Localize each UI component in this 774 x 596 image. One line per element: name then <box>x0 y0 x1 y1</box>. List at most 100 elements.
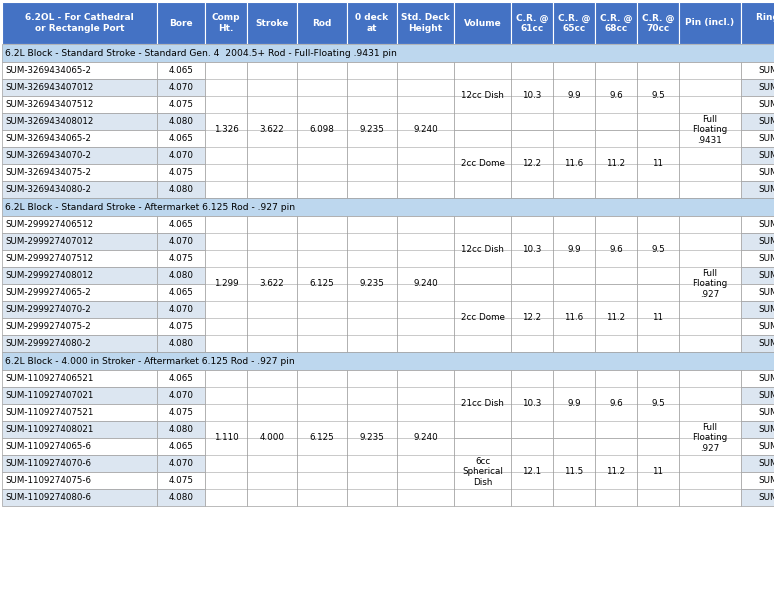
Bar <box>2 387 157 404</box>
Text: 2cc Dome: 2cc Dome <box>461 160 505 169</box>
Text: Rings 1.2 1.2 3mm
(not incl.): Rings 1.2 1.2 3mm (not incl.) <box>756 14 774 33</box>
Bar <box>454 62 511 130</box>
Text: 6.098: 6.098 <box>310 126 334 135</box>
Bar <box>637 2 679 44</box>
Text: Stroke: Stroke <box>255 18 289 27</box>
Text: SUM-299927408012: SUM-299927408012 <box>5 271 93 280</box>
Bar <box>454 370 511 438</box>
Bar <box>2 96 157 113</box>
Bar <box>637 216 679 284</box>
Text: SUM-1109274075-6: SUM-1109274075-6 <box>5 476 91 485</box>
Bar <box>2 147 157 164</box>
Bar <box>2 267 157 284</box>
Bar <box>2 44 774 62</box>
Bar <box>741 233 774 250</box>
Bar <box>2 164 157 181</box>
Bar <box>637 130 679 198</box>
Bar <box>297 62 347 198</box>
Text: 4.080: 4.080 <box>169 185 194 194</box>
Bar <box>157 62 205 79</box>
Bar <box>205 370 247 506</box>
Text: SUM-136SN9045070: SUM-136SN9045070 <box>759 305 774 314</box>
Text: SUM-299927406512: SUM-299927406512 <box>5 220 93 229</box>
Text: 4.065: 4.065 <box>169 220 194 229</box>
Text: 11: 11 <box>652 160 663 169</box>
Text: 6.2L Block - 4.000 in Stroker - Aftermarket 6.125 Rod - .927 pin: 6.2L Block - 4.000 in Stroker - Aftermar… <box>5 356 295 365</box>
Text: C.R. @
70cc: C.R. @ 70cc <box>642 13 674 33</box>
Bar <box>2 455 157 472</box>
Text: SUM-136SN9045065: SUM-136SN9045065 <box>759 66 774 75</box>
Text: 4.070: 4.070 <box>169 305 194 314</box>
Bar <box>741 387 774 404</box>
Text: SUM-136SN9045075: SUM-136SN9045075 <box>759 254 774 263</box>
Bar <box>553 284 595 352</box>
Text: 6.2L Block - Standard Stroke - Aftermarket 6.125 Rod - .927 pin: 6.2L Block - Standard Stroke - Aftermark… <box>5 203 295 212</box>
Text: Std. Deck
Height: Std. Deck Height <box>401 14 450 33</box>
Bar <box>2 130 157 147</box>
Text: 11.5: 11.5 <box>564 467 584 476</box>
Bar <box>397 216 454 352</box>
Bar <box>595 216 637 284</box>
Bar <box>247 62 297 198</box>
Bar <box>637 438 679 506</box>
Text: 9.235: 9.235 <box>360 433 385 442</box>
Bar <box>297 370 347 506</box>
Text: SUM-136SN9045075: SUM-136SN9045075 <box>759 168 774 177</box>
Text: SUM-110927407021: SUM-110927407021 <box>5 391 94 400</box>
Bar <box>2 335 157 352</box>
Bar <box>157 387 205 404</box>
Bar <box>741 284 774 301</box>
Bar <box>397 62 454 198</box>
Text: 12.2: 12.2 <box>522 313 542 322</box>
Text: 4.065: 4.065 <box>169 134 194 143</box>
Text: SUM-136SN9045075: SUM-136SN9045075 <box>759 100 774 109</box>
Bar <box>595 2 637 44</box>
Bar <box>553 438 595 506</box>
Bar <box>637 62 679 130</box>
Text: Volume: Volume <box>464 18 502 27</box>
Text: SUM-110927406521: SUM-110927406521 <box>5 374 94 383</box>
Text: 6.125: 6.125 <box>310 433 334 442</box>
Text: 11.2: 11.2 <box>607 467 625 476</box>
Text: SUM-136SN9045065: SUM-136SN9045065 <box>759 220 774 229</box>
Text: 4.075: 4.075 <box>169 254 194 263</box>
Bar <box>2 489 157 506</box>
Text: SUM-136SN9045070: SUM-136SN9045070 <box>759 151 774 160</box>
Bar <box>454 216 511 284</box>
Bar <box>741 147 774 164</box>
Text: 4.080: 4.080 <box>169 117 194 126</box>
Bar <box>511 62 553 130</box>
Text: SUM-136SN9045080: SUM-136SN9045080 <box>759 271 774 280</box>
Bar <box>741 301 774 318</box>
Text: 12.2: 12.2 <box>522 160 542 169</box>
Bar <box>741 472 774 489</box>
Text: 4.075: 4.075 <box>169 322 194 331</box>
Bar <box>2 284 157 301</box>
Bar <box>637 284 679 352</box>
Bar <box>741 62 774 79</box>
Bar <box>741 96 774 113</box>
Text: 9.235: 9.235 <box>360 126 385 135</box>
Text: SUM-1109274070-6: SUM-1109274070-6 <box>5 459 91 468</box>
Text: SUM-2999274080-2: SUM-2999274080-2 <box>5 339 91 348</box>
Bar <box>397 370 454 506</box>
Text: SUM-136SN9045065: SUM-136SN9045065 <box>759 134 774 143</box>
Text: 9.5: 9.5 <box>651 246 665 254</box>
Bar <box>454 130 511 198</box>
Bar <box>741 113 774 130</box>
Bar <box>741 404 774 421</box>
Bar <box>454 2 511 44</box>
Text: 4.075: 4.075 <box>169 476 194 485</box>
Text: SUM-3269434065-2: SUM-3269434065-2 <box>5 66 91 75</box>
Bar <box>679 216 741 352</box>
Bar <box>157 2 205 44</box>
Bar <box>2 79 157 96</box>
Bar <box>2 233 157 250</box>
Text: SUM-326943407512: SUM-326943407512 <box>5 100 94 109</box>
Bar <box>157 404 205 421</box>
Text: 2cc Dome: 2cc Dome <box>461 313 505 322</box>
Text: SUM-326943407012: SUM-326943407012 <box>5 83 94 92</box>
Bar <box>157 318 205 335</box>
Bar <box>595 130 637 198</box>
Bar <box>741 370 774 387</box>
